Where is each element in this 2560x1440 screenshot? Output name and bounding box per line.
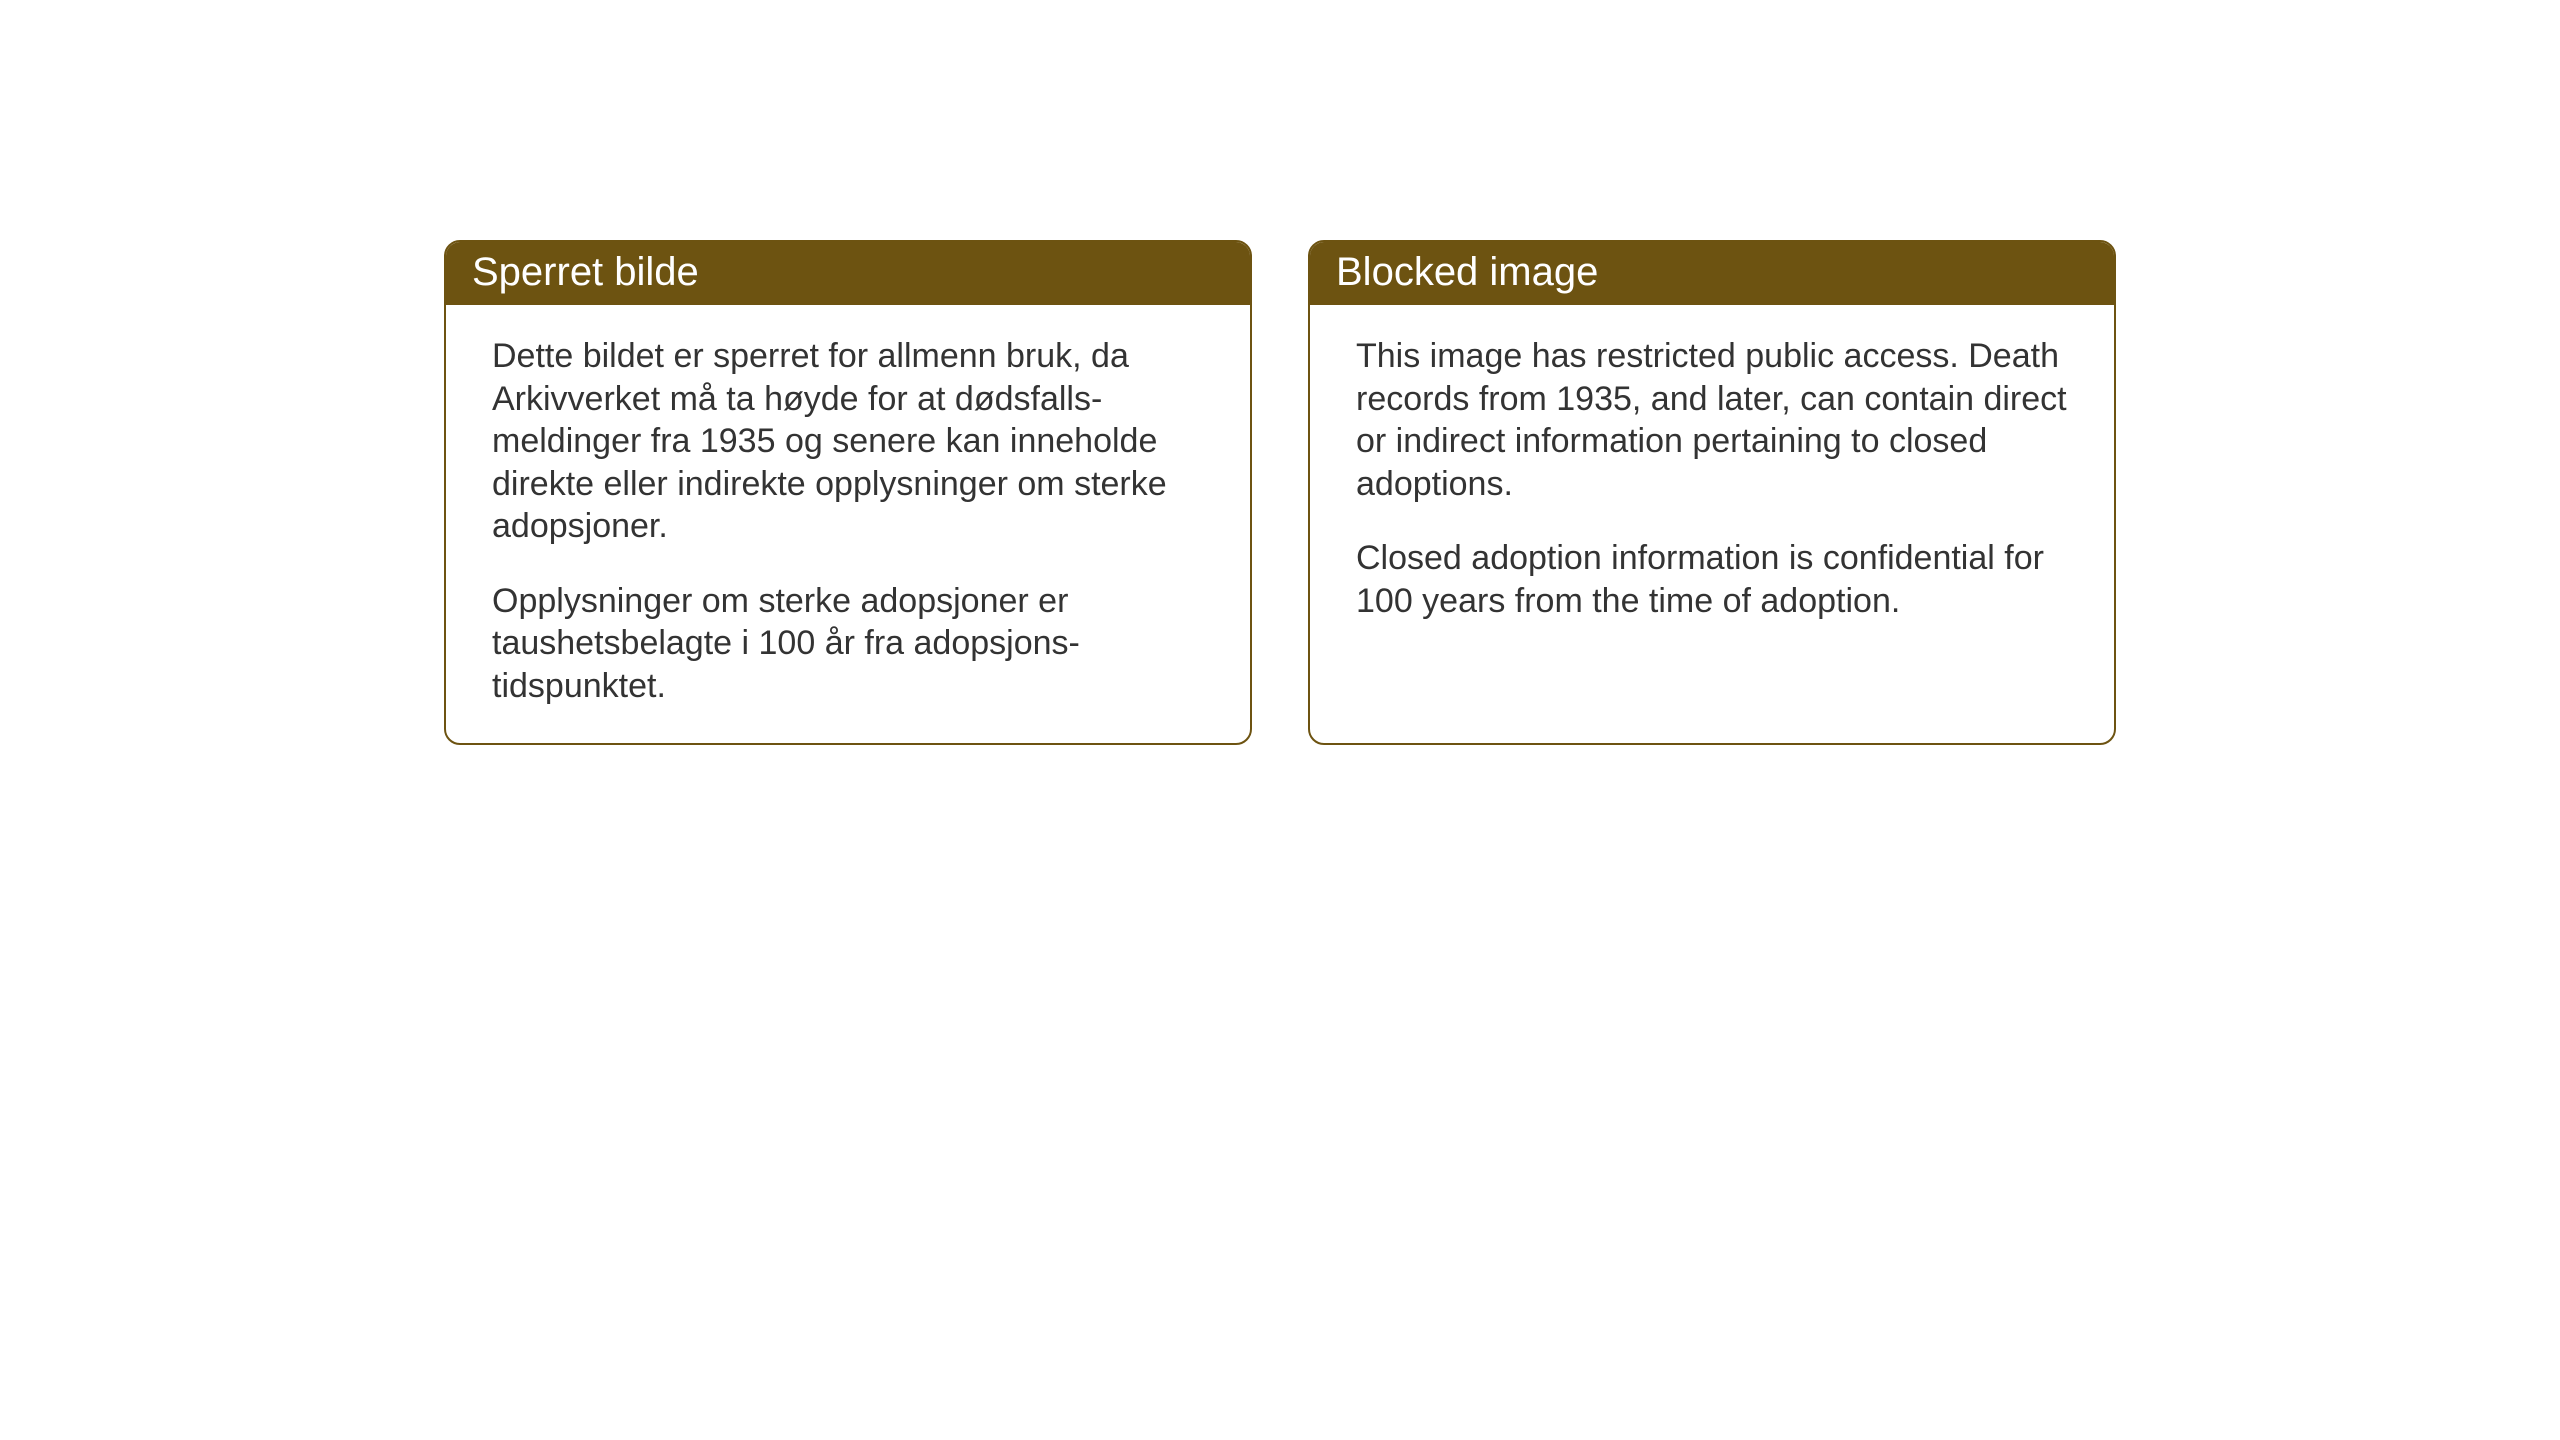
card-title-norwegian: Sperret bilde: [472, 250, 699, 294]
card-header-norwegian: Sperret bilde: [446, 242, 1250, 305]
card-paragraph-1-english: This image has restricted public access.…: [1356, 335, 2068, 505]
card-paragraph-2-norwegian: Opplysninger om sterke adopsjoner er tau…: [492, 580, 1204, 708]
card-header-english: Blocked image: [1310, 242, 2114, 305]
card-paragraph-2-english: Closed adoption information is confident…: [1356, 537, 2068, 622]
notice-cards-container: Sperret bilde Dette bildet er sperret fo…: [444, 240, 2116, 745]
card-body-norwegian: Dette bildet er sperret for allmenn bruk…: [446, 305, 1250, 743]
card-body-english: This image has restricted public access.…: [1310, 305, 2114, 658]
notice-card-english: Blocked image This image has restricted …: [1308, 240, 2116, 745]
card-paragraph-1-norwegian: Dette bildet er sperret for allmenn bruk…: [492, 335, 1204, 548]
card-title-english: Blocked image: [1336, 250, 1598, 294]
notice-card-norwegian: Sperret bilde Dette bildet er sperret fo…: [444, 240, 1252, 745]
